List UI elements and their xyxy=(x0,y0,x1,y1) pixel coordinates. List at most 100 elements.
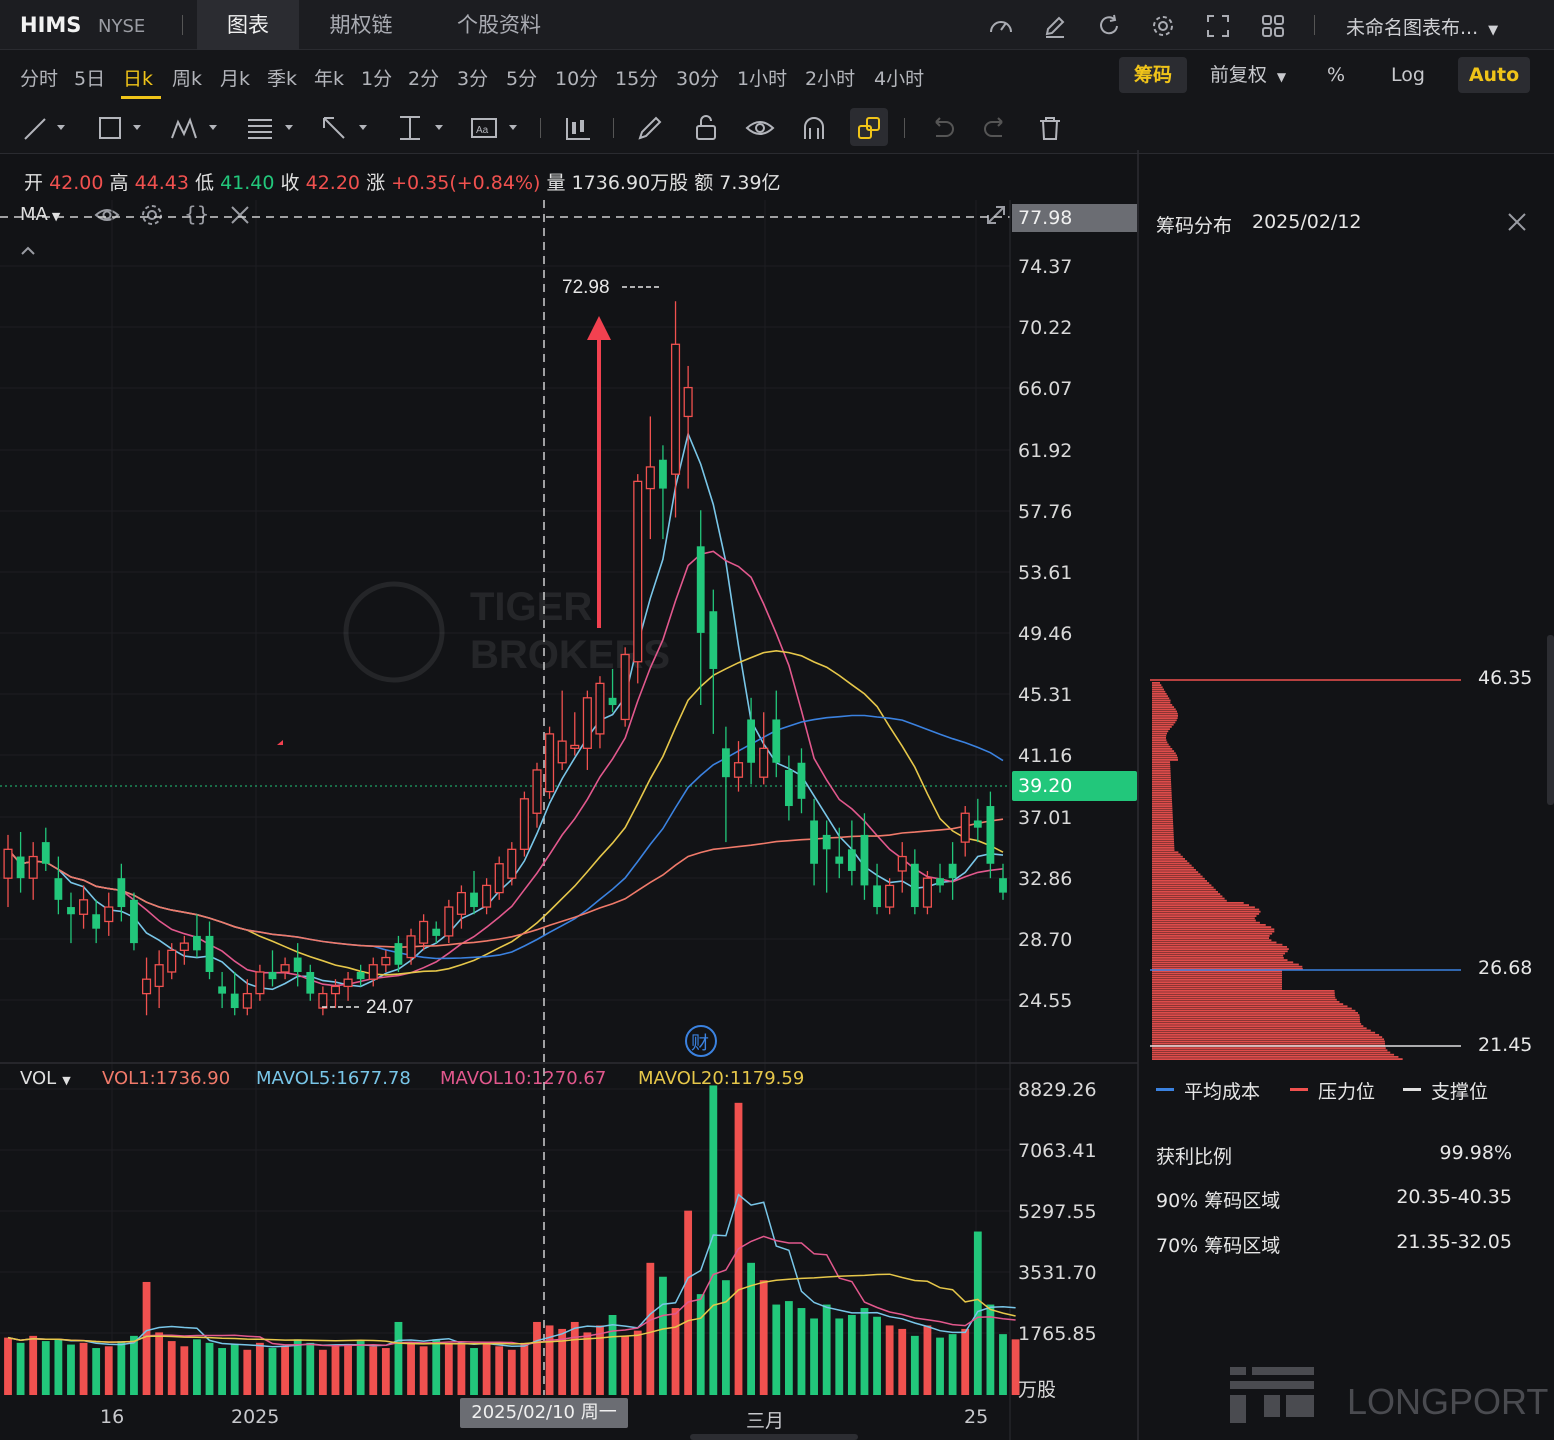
magnet-icon[interactable] xyxy=(798,112,830,144)
candle-body xyxy=(835,856,844,864)
horizontal-scrollbar[interactable] xyxy=(690,1434,858,1440)
candle xyxy=(293,943,302,987)
tab-option-chain[interactable]: 期权链 xyxy=(329,13,393,37)
chip-bar xyxy=(1152,743,1169,746)
collapse-icon[interactable] xyxy=(20,244,36,258)
chip-bar xyxy=(1152,882,1210,884)
chip-bar xyxy=(1152,1049,1388,1052)
candle-body xyxy=(784,769,793,807)
candlestick-chart[interactable]: TIGER BROKERS 72.98 24.07 财 xyxy=(0,150,1140,1440)
period-2hour[interactable]: 2小时 xyxy=(805,68,856,90)
period-daily[interactable]: 日k xyxy=(123,68,154,90)
undo-icon[interactable] xyxy=(926,112,958,144)
measure-tool-icon[interactable] xyxy=(394,112,450,144)
earnings-event-icon[interactable] xyxy=(685,1025,717,1057)
panel-scrollbar[interactable] xyxy=(1547,635,1554,805)
adjust-dropdown[interactable]: 前复权 ▼ xyxy=(1198,57,1298,93)
candle-body xyxy=(999,878,1007,893)
candle xyxy=(670,301,681,518)
candle xyxy=(784,755,793,821)
candle-tool-icon[interactable] xyxy=(562,112,594,144)
period-quarterly[interactable]: 季k xyxy=(267,68,298,90)
period-2min[interactable]: 2分 xyxy=(408,68,440,90)
text-tool-icon[interactable]: Aa xyxy=(468,112,524,144)
candle xyxy=(179,935,189,965)
price-tick: 74.37 xyxy=(1018,256,1073,278)
period-1min[interactable]: 1分 xyxy=(361,68,393,90)
percent-button[interactable]: % xyxy=(1326,64,1346,86)
chips-button[interactable]: 筹码 xyxy=(1119,57,1187,93)
chip-bar xyxy=(1152,954,1284,957)
chart-grid xyxy=(0,200,1010,1395)
divider xyxy=(613,118,614,138)
arrow-tool-icon[interactable] xyxy=(318,112,374,144)
link-icon[interactable] xyxy=(853,112,885,144)
log-button[interactable]: Log xyxy=(1391,64,1425,86)
chip-bar xyxy=(1152,921,1260,924)
close-label: 收 xyxy=(280,172,300,194)
chip-bar xyxy=(1152,1038,1385,1041)
period-1hour[interactable]: 1小时 xyxy=(737,68,788,90)
trash-icon[interactable] xyxy=(1034,112,1066,144)
ma-label: MA xyxy=(20,204,48,225)
brush-icon[interactable] xyxy=(634,112,666,144)
chip-bar xyxy=(1152,765,1171,768)
close-icon[interactable] xyxy=(229,204,251,226)
price-tick: 61.92 xyxy=(1018,440,1073,462)
chip-bar xyxy=(1152,985,1282,988)
redo-icon[interactable] xyxy=(980,112,1012,144)
close-icon[interactable] xyxy=(1506,211,1528,233)
auto-button[interactable]: Auto xyxy=(1458,57,1530,93)
chip-bar xyxy=(1152,891,1218,893)
chip-90-label: 90% 筹码区域 xyxy=(1156,1190,1281,1212)
chip-bar xyxy=(1152,884,1212,887)
period-30min[interactable]: 30分 xyxy=(676,68,720,90)
ticker-symbol[interactable]: HIMS xyxy=(20,13,82,37)
edit-icon[interactable] xyxy=(1042,13,1068,39)
period-5day[interactable]: 5日 xyxy=(74,68,106,90)
eye-icon[interactable] xyxy=(744,112,776,144)
period-yearly[interactable]: 年k xyxy=(314,68,345,90)
settings-icon[interactable] xyxy=(1150,13,1176,39)
fibonacci-tool-icon[interactable] xyxy=(244,112,300,144)
chip-bar xyxy=(1152,1025,1364,1027)
period-monthly[interactable]: 月k xyxy=(220,68,251,90)
period-3min[interactable]: 3分 xyxy=(457,68,489,90)
code-braces-icon[interactable]: {} xyxy=(184,202,210,226)
vol-indicator-dropdown[interactable]: VOL ▼ xyxy=(20,1068,71,1089)
refresh-icon[interactable] xyxy=(1096,13,1122,39)
lock-icon[interactable] xyxy=(690,112,722,144)
period-4hour[interactable]: 4小时 xyxy=(874,68,925,90)
volume-bar xyxy=(230,1344,239,1395)
candle xyxy=(193,914,201,958)
period-5min[interactable]: 5分 xyxy=(506,68,538,90)
chip-bar xyxy=(1152,915,1257,917)
chip-bar xyxy=(1152,998,1337,1001)
layout-name-dropdown[interactable]: 未命名图表布... ▼ xyxy=(1346,13,1498,40)
period-intraday[interactable]: 分时 xyxy=(20,68,59,90)
candle xyxy=(41,827,50,871)
fullscreen-icon[interactable] xyxy=(1205,13,1231,39)
chip-bar xyxy=(1152,1051,1391,1054)
period-10min[interactable]: 10分 xyxy=(555,68,599,90)
tab-chart[interactable]: 图表 xyxy=(197,0,299,50)
pattern-tool-icon[interactable] xyxy=(168,112,224,144)
candle xyxy=(595,676,605,749)
eye-icon[interactable] xyxy=(94,203,120,227)
chip-bar xyxy=(1152,862,1190,865)
chip-bar xyxy=(1152,919,1256,922)
period-15min[interactable]: 15分 xyxy=(615,68,659,90)
speed-icon[interactable] xyxy=(988,13,1014,39)
tab-stock-profile[interactable]: 个股资料 xyxy=(457,13,541,37)
red-arrow-drawing[interactable] xyxy=(587,316,611,628)
candle xyxy=(205,921,214,980)
settings-icon[interactable] xyxy=(139,202,165,228)
trend-line-tool-icon[interactable] xyxy=(20,112,72,144)
chip-70-value: 21.35-32.05 xyxy=(1396,1231,1512,1253)
grid-layout-icon[interactable] xyxy=(1260,13,1286,39)
rectangle-tool-icon[interactable] xyxy=(94,112,146,144)
chip-bar xyxy=(1152,809,1173,812)
candle-body xyxy=(205,935,214,972)
period-weekly[interactable]: 周k xyxy=(172,68,203,90)
chip-bar xyxy=(1152,877,1205,880)
